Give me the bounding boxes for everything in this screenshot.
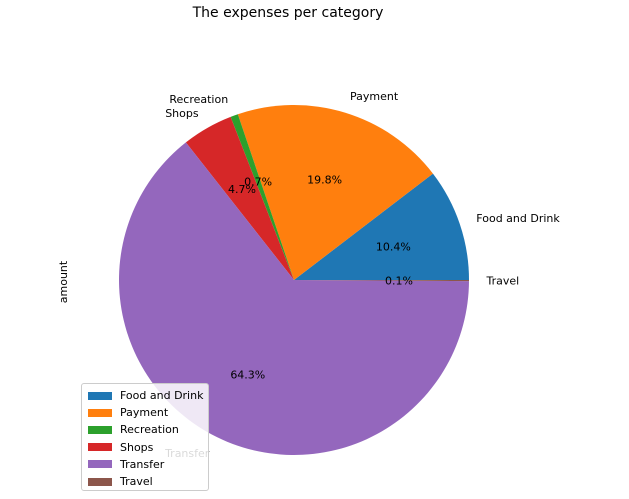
legend-item-transfer: Transfer: [88, 456, 208, 473]
y-axis-label: amount: [57, 260, 70, 303]
legend-item-recreation: Recreation: [88, 421, 208, 438]
slice-category-label: Shops: [165, 107, 199, 120]
pie-slice-food-and-drink: [294, 173, 469, 280]
pie-slice-shops: [185, 116, 294, 280]
slice-category-label: Recreation: [169, 93, 228, 106]
legend-item-shops: Shops: [88, 439, 208, 456]
legend-label: Food and Drink: [120, 389, 204, 403]
slice-percent-label: 4.7%: [228, 183, 256, 196]
pie-slices: [119, 104, 470, 455]
slice-category-label: Food and Drink: [476, 212, 560, 225]
legend-label: Payment: [120, 406, 169, 420]
slice-percent-label: 0.1%: [385, 274, 413, 287]
legend-swatch: [88, 391, 112, 400]
legend-item-food-and-drink: Food and Drink: [88, 387, 208, 404]
pie-slice-transfer: [119, 142, 469, 455]
legend-label: Travel: [120, 475, 153, 489]
legend-swatch: [88, 408, 112, 417]
legend-label: Recreation: [120, 423, 179, 437]
legend-label: Transfer: [120, 457, 165, 471]
legend-item-travel: Travel: [88, 473, 208, 490]
pie-slice-recreation: [230, 114, 294, 280]
legend-label: Shops: [120, 440, 154, 454]
pie-slice-payment: [237, 104, 433, 280]
legend-swatch: [88, 443, 112, 452]
legend: Food and Drink Payment Recreation Shops …: [81, 383, 209, 491]
legend-swatch: [88, 477, 112, 486]
slice-percent-label: 64.3%: [230, 368, 265, 381]
legend-item-payment: Payment: [88, 404, 208, 421]
slice-percent-label: 0.7%: [244, 175, 272, 188]
slice-percent-label: 10.4%: [376, 240, 411, 253]
chart-title: The expenses per category: [192, 5, 384, 21]
slice-category-label: Payment: [350, 90, 399, 103]
legend-swatch: [88, 425, 112, 434]
pie-slice-travel: [294, 280, 470, 282]
legend-swatch: [88, 460, 112, 469]
slice-category-label: Travel: [486, 275, 520, 288]
slice-percent-label: 19.8%: [307, 174, 342, 187]
